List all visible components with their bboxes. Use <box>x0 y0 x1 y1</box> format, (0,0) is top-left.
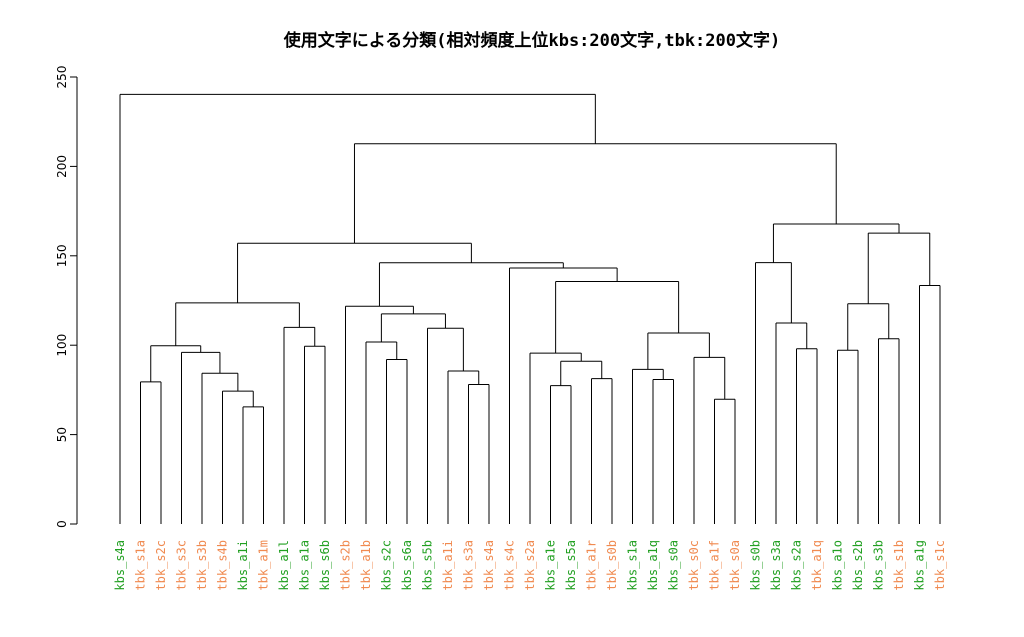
leaf-label: kbs_s3b <box>872 540 886 591</box>
leaf-label: tbk_s1a <box>134 540 148 591</box>
leaf-label: tbk_s0c <box>687 540 701 591</box>
leaf-label: kbs_s2c <box>380 540 394 591</box>
leaf-label: tbk_s3c <box>175 540 189 591</box>
chart-title: 使用文字による分類(相対頻度上位kbs:200文字,tbk:200文字) <box>283 30 780 51</box>
leaf-label: kbs_s2b <box>851 540 865 591</box>
leaf-label: kbs_s6a <box>400 540 414 591</box>
y-tick-label: 200 <box>55 155 69 178</box>
leaf-label: tbk_a1f <box>708 540 722 591</box>
leaf-label: kbs_s0a <box>667 540 681 591</box>
leaf-label: tbk_s1c <box>933 540 947 591</box>
leaf-label: kbs_a1e <box>544 540 558 591</box>
leaf-label: tbk_a1b <box>359 540 373 591</box>
leaf-label: tbk_s4b <box>216 540 230 591</box>
y-tick-label: 100 <box>55 334 69 357</box>
leaf-labels: kbs_s4a tbk_s1a tbk_s2c tbk_s3c tbk_s3b tbk_s… <box>113 540 947 591</box>
y-axis: 0 50 100 150 200 250 <box>55 66 78 528</box>
leaf-label: tbk_s0b <box>605 540 619 591</box>
leaf-label: tbk_a1q <box>810 540 824 591</box>
leaf-label: tbk_s3a <box>462 540 476 591</box>
leaf-label: kbs_a1a <box>298 540 312 591</box>
leaf-label: kbs_s2a <box>790 540 804 591</box>
leaf-label: kbs_a1i <box>236 540 250 591</box>
leaf-label: kbs_s6b <box>318 540 332 591</box>
leaf-label: tbk_s1b <box>892 540 906 591</box>
leaf-label: kbs_a1l <box>277 540 291 591</box>
leaf-label: kbs_a1g <box>913 540 927 591</box>
leaf-label: kbs_a1q <box>646 540 660 591</box>
leaf-label: tbk_s2c <box>154 540 168 591</box>
leaf-label: kbs_a1o <box>831 540 845 591</box>
leaf-label: tbk_a1i <box>441 540 455 591</box>
leaf-label: tbk_s4c <box>503 540 517 591</box>
leaf-label: kbs_s5a <box>564 540 578 591</box>
leaf-label: tbk_s3b <box>195 540 209 591</box>
leaf-label: tbk_a1m <box>257 540 271 591</box>
leaf-label: kbs_s3a <box>769 540 783 591</box>
leaf-label: tbk_s2b <box>339 540 353 591</box>
leaf-label: kbs_s1a <box>626 540 640 591</box>
leaf-label: tbk_s0a <box>728 540 742 591</box>
leaf-label: tbk_a1r <box>585 540 599 591</box>
y-tick-label: 0 <box>55 520 69 528</box>
y-tick-label: 50 <box>55 427 69 442</box>
leaf-label: tbk_s4a <box>482 540 496 591</box>
leaf-label: tbk_s2a <box>523 540 537 591</box>
y-tick-label: 250 <box>55 66 69 89</box>
y-tick-label: 150 <box>55 244 69 267</box>
leaf-label: kbs_s0b <box>749 540 763 591</box>
leaf-label: kbs_s4a <box>113 540 127 591</box>
leaf-label: kbs_s5b <box>421 540 435 591</box>
dendrogram-links <box>119 93 941 524</box>
